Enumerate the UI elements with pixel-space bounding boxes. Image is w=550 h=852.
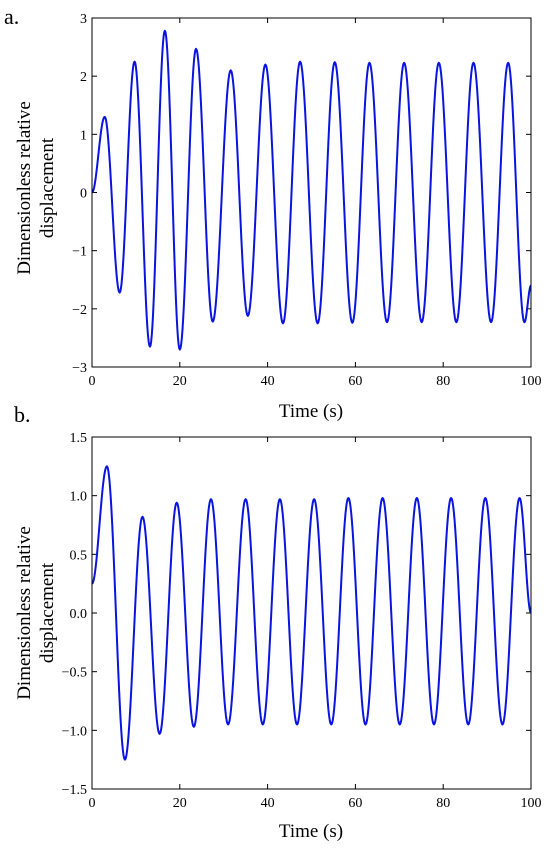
- x-tick-label-a-3: 60: [348, 374, 362, 389]
- panel-a: a. Dimensionless relative displacement T…: [4, 4, 542, 422]
- x-axis-label-a: Time (s): [279, 401, 343, 422]
- series-line-b-0: [91, 465, 532, 761]
- y-tick-label-a-1: −2: [72, 303, 87, 318]
- plot-frame-a: [91, 17, 532, 368]
- x-axis-label-b: Time (s): [279, 821, 343, 842]
- y-tick-label-b-3: 0.0: [70, 607, 88, 622]
- panel-b: b. Dimensionless relative displacement T…: [14, 402, 542, 842]
- x-tick-label-a-4: 80: [436, 374, 450, 389]
- y-axis-label-b-line1: Dimensionless relative: [14, 526, 35, 700]
- plot-frame-b: [91, 436, 532, 790]
- axis-ticks-a: 0 20 40 60 80 100 −3 −2 −1 0 1 2 3: [72, 12, 541, 389]
- x-tick-label-b-1: 20: [173, 796, 187, 811]
- series-line-a-0: [91, 29, 532, 351]
- x-tick-label-b-4: 80: [436, 796, 450, 811]
- axis-ticks-b: 0 20 40 60 80 100 −1.5 −1.0 −0.5 0.0 0.5 1.0 1.5: [62, 431, 542, 811]
- x-tick-label-b-3: 60: [348, 796, 362, 811]
- y-axis-label-a-line2: displacement: [37, 137, 58, 238]
- y-tick-label-b-6: 1.5: [70, 431, 88, 446]
- x-tick-label-b-2: 40: [261, 796, 275, 811]
- y-tick-label-a-6: 3: [80, 12, 87, 27]
- y-axis-label-b-line2: displacement: [37, 562, 58, 663]
- y-tick-label-b-4: 0.5: [70, 548, 88, 563]
- x-tick-label-a-5: 100: [521, 374, 542, 389]
- y-tick-label-b-5: 1.0: [70, 490, 88, 505]
- y-tick-label-a-0: −3: [72, 361, 87, 376]
- y-tick-label-a-4: 1: [80, 128, 87, 143]
- y-tick-label-b-0: −1.5: [62, 783, 87, 798]
- x-tick-label-a-0: 0: [89, 374, 96, 389]
- y-tick-label-a-5: 2: [80, 70, 87, 85]
- y-tick-label-b-2: −0.5: [62, 666, 87, 681]
- x-tick-label-a-2: 40: [261, 374, 275, 389]
- y-axis-label-a-line1: Dimensionless relative: [14, 101, 35, 275]
- x-tick-label-a-1: 20: [173, 374, 187, 389]
- plot-area-b: [91, 465, 532, 761]
- x-tick-label-b-5: 100: [521, 796, 542, 811]
- panel-label-a: a.: [4, 4, 19, 29]
- y-tick-label-b-1: −1.0: [62, 724, 87, 739]
- y-tick-label-a-3: 0: [80, 187, 87, 202]
- y-tick-label-a-2: −1: [72, 245, 87, 260]
- x-tick-label-b-0: 0: [89, 796, 96, 811]
- plot-area-a: [91, 29, 532, 351]
- panel-label-b: b.: [14, 402, 31, 427]
